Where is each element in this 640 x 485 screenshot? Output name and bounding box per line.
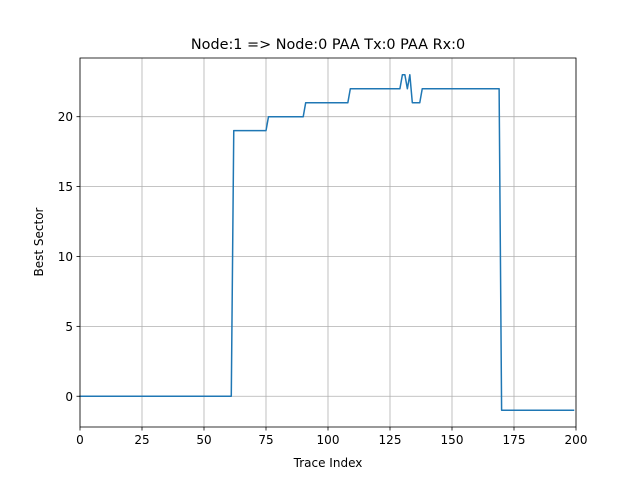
y-tick-label: 0 <box>65 390 73 404</box>
x-tick-label: 175 <box>503 433 526 447</box>
y-tick-label: 10 <box>58 250 73 264</box>
x-tick-label: 25 <box>134 433 149 447</box>
x-tick-label: 0 <box>76 433 84 447</box>
y-tick-label: 5 <box>65 320 73 334</box>
x-tick-label: 125 <box>379 433 402 447</box>
y-tick-label: 15 <box>58 180 73 194</box>
y-tick-label: 20 <box>58 110 73 124</box>
grid-layer <box>79 58 577 427</box>
x-axis-label: Trace Index <box>293 456 363 470</box>
x-tick-label: 100 <box>317 433 340 447</box>
x-tick-label: 150 <box>441 433 464 447</box>
x-tick-label: 50 <box>196 433 211 447</box>
x-tick-label: 75 <box>258 433 273 447</box>
chart-title: Node:1 => Node:0 PAA Tx:0 PAA Rx:0 <box>191 37 465 53</box>
series-line <box>79 74 575 411</box>
x-tick-label: 200 <box>565 433 588 447</box>
y-axis-label: Best Sector <box>32 207 46 276</box>
tick-layer: 0 25 50 75 100 125 150 175 200 0 5 10 15 20 <box>58 110 588 447</box>
series-layer <box>79 74 575 411</box>
